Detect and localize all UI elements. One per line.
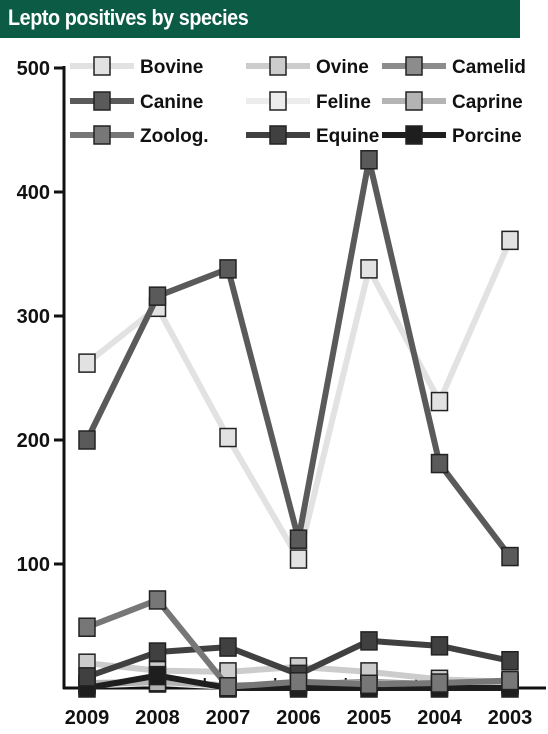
data-point (430, 391, 449, 412)
legend-label: Bovine (140, 57, 203, 78)
data-point (430, 636, 449, 656)
legend-item-porcine: Porcine (382, 125, 522, 147)
legend-marker (93, 91, 111, 111)
legend-marker (269, 125, 287, 145)
data-point (78, 667, 96, 687)
series-bovine (78, 230, 519, 569)
data-point (360, 674, 378, 695)
x-tick-label: 2005 (347, 707, 392, 729)
data-point (219, 427, 237, 448)
series-line (84, 156, 513, 559)
data-point (360, 631, 378, 651)
legend-item-ovine: Ovine (246, 56, 369, 78)
legend-item-bovine: Bovine (70, 56, 203, 78)
legend-marker (93, 125, 111, 145)
legend-label: Zoolog. (140, 126, 209, 147)
x-tick-label: 2003 (488, 707, 533, 729)
legend-marker (405, 125, 423, 145)
legend-marker (405, 56, 423, 76)
legend-item-feline: Feline (246, 91, 371, 113)
legend-marker (93, 56, 111, 76)
series-zoolog (78, 590, 519, 697)
y-tick-label: 300 (17, 306, 50, 328)
legend-item-canine: Canine (70, 91, 203, 113)
legend-label: Ovine (316, 57, 369, 78)
chart-title-bar: Lepto positives by species (0, 0, 520, 38)
legend-label: Caprine (452, 92, 523, 113)
data-point (148, 642, 167, 662)
data-point (430, 673, 449, 693)
data-point (501, 670, 519, 691)
data-point (219, 259, 237, 279)
y-tick-label: 100 (17, 554, 50, 576)
legend-item-equine: Equine (246, 125, 379, 147)
data-point (78, 430, 96, 450)
data-point (78, 617, 96, 637)
chart-title: Lepto positives by species (8, 5, 249, 30)
y-tick-label: 400 (17, 182, 50, 204)
legend-label: Canine (140, 92, 203, 113)
legend-item-zoolog: Zoolog. (70, 125, 209, 147)
x-tick-label: 2006 (276, 707, 321, 729)
data-point (360, 150, 378, 170)
data-point (430, 453, 449, 474)
data-point (289, 672, 308, 692)
series-canine (78, 150, 519, 567)
legend-label: Feline (316, 92, 371, 113)
x-tick-label: 2008 (135, 707, 180, 729)
legend-marker (269, 91, 287, 111)
data-point (501, 650, 519, 671)
y-tick-label: 200 (17, 430, 50, 452)
legend-label: Camelid (452, 57, 526, 78)
legend-label: Porcine (452, 126, 522, 147)
x-tick-label: 2009 (65, 707, 110, 729)
data-point (148, 590, 167, 610)
legend-marker (405, 91, 423, 111)
data-point (360, 259, 378, 279)
data-point (501, 546, 519, 567)
data-point (219, 637, 237, 657)
data-point (148, 286, 167, 306)
data-point (501, 230, 519, 251)
data-point (289, 549, 308, 569)
x-tick-label: 2004 (417, 707, 462, 729)
y-tick-label: 500 (17, 58, 50, 80)
data-point (289, 529, 308, 549)
legend-marker (269, 56, 287, 76)
legend-item-caprine: Caprine (382, 91, 523, 113)
legend-item-camelid: Camelid (382, 56, 526, 78)
data-point (219, 677, 237, 697)
data-point (148, 665, 167, 686)
x-tick-label: 2007 (206, 707, 251, 729)
data-point (78, 353, 96, 373)
legend-label: Equine (316, 126, 379, 147)
